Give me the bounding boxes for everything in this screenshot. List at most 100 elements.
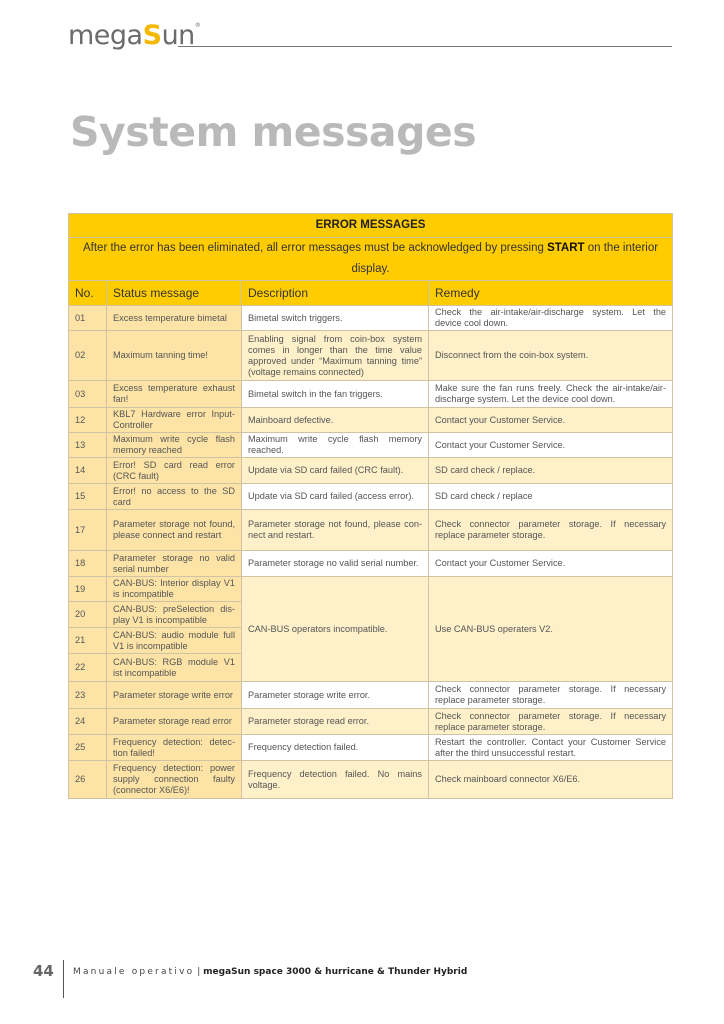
row-description: Parameter storage read error.	[241, 708, 429, 735]
row-remedy: Contact your Customer Service.	[427, 407, 674, 433]
footer-separator: |	[197, 967, 201, 977]
row-description: Bimetal switch triggers.	[241, 305, 429, 331]
row-status-message: Maximum tanning time!	[106, 330, 242, 381]
table-row: 21 CAN-BUS: audio module full V1 is incom…	[68, 627, 673, 654]
row-number: 26	[68, 760, 107, 799]
table-row: 12 KBL7 Hardware error Input-Controller Ma…	[68, 407, 674, 433]
product-name: megaSun space 3000 & hurricane & Thunder…	[203, 967, 468, 977]
row-number: 12	[68, 407, 107, 433]
row-number: 21	[68, 627, 107, 654]
row-remedy: Check connector parameter storage. If ne…	[427, 708, 674, 735]
row-remedy: Check mainboard connector X6/E6.	[427, 760, 674, 799]
footer-text: Manuale operativo | megaSun space 3000 &…	[73, 967, 467, 977]
row-description: Frequency detection failed.	[241, 734, 429, 761]
row-description: Frequency detection failed. No mains vol…	[241, 760, 429, 799]
row-status-message: Error! SD card read error (CRC fault)	[106, 457, 242, 484]
row-remedy: Contact your Customer Service.	[427, 432, 674, 458]
footer-divider	[63, 960, 64, 998]
row-number: 25	[68, 734, 107, 761]
row-description: Parameter storage no valid serial number…	[241, 550, 429, 577]
row-status-message: Parameter storage write error	[106, 681, 242, 709]
table-row: 22 CAN-BUS: RGB module V1 ist incompatibl…	[68, 653, 673, 682]
row-description: CAN-BUS operators incompatible.	[241, 576, 429, 682]
megasun-logo: megaSun®	[68, 20, 201, 51]
row-number: 02	[68, 330, 107, 381]
table-row: 15 Error! no access to the SD card Update …	[68, 483, 674, 510]
table-row: 18 Parameter storage no valid serial numb…	[68, 550, 674, 577]
column-header-remedy: Remedy	[427, 280, 674, 306]
table-row: 01 Excess temperature bimetal Bimetal swit…	[68, 305, 674, 331]
row-status-message: Parameter storage not found, please conn…	[106, 509, 242, 551]
page-title: System messages	[70, 108, 477, 156]
column-header-no: No.	[68, 280, 107, 306]
table-row: 19 CAN-BUS: Interior display V1 is incomp…	[68, 576, 674, 682]
row-remedy: SD card check / replace.	[427, 457, 674, 484]
row-number: 22	[68, 653, 107, 682]
table-row: 13 Maximum write cycle flash memory reach…	[68, 432, 674, 458]
table-row: 14 Error! SD card read error (CRC fault) U…	[68, 457, 674, 484]
table-row: 24 Parameter storage read error Parameter …	[68, 708, 674, 735]
table-row: 03 Excess temperature exhaust fan! Bimetal…	[68, 380, 674, 408]
error-messages-table: ERROR MESSAGES After the error has been …	[67, 213, 674, 799]
row-remedy: Check the air-intake/air-discharge syste…	[427, 305, 674, 331]
row-number: 03	[68, 380, 107, 408]
note-text: After the error has been eliminated, all…	[82, 242, 548, 254]
row-description: Bimetal switch in the fan triggers.	[241, 380, 429, 408]
manual-label: Manuale operativo	[73, 967, 195, 977]
page-number: 44	[33, 962, 54, 980]
row-number: 23	[68, 681, 107, 709]
row-remedy: Check connector parameter storage. If ne…	[427, 681, 674, 709]
row-status-message: CAN-BUS: preSelection dis-play V1 is inc…	[106, 601, 242, 628]
row-status-message: Parameter storage read error	[106, 708, 242, 735]
column-header-description: Description	[241, 280, 429, 306]
table-note: After the error has been eliminated, all…	[67, 237, 674, 281]
row-description: Parameter storage write error.	[241, 681, 429, 709]
row-status-message: Parameter storage no valid serial number	[106, 550, 242, 577]
row-remedy: Disconnect from the coin-box system.	[427, 330, 674, 381]
row-remedy: Make sure the fan runs freely. Check the…	[427, 380, 674, 408]
row-status-message: Excess temperature bimetal	[106, 305, 242, 331]
row-status-message: CAN-BUS: audio module full V1 is incompa…	[106, 627, 242, 654]
row-status-message: Maximum write cycle flash memory reached	[106, 432, 242, 458]
row-status-message: CAN-BUS: Interior display V1 is incompat…	[106, 576, 242, 602]
header-rule	[178, 46, 672, 47]
row-remedy: Restart the controller. Contact your Cus…	[427, 734, 674, 761]
row-description: Update via SD card failed (access error)…	[241, 483, 429, 510]
row-number: 24	[68, 708, 107, 735]
table-title: ERROR MESSAGES	[67, 213, 674, 238]
row-description: Mainboard defective.	[241, 407, 429, 433]
row-number: 15	[68, 483, 107, 510]
row-status-message: Excess temperature exhaust fan!	[106, 380, 242, 408]
row-remedy: Use CAN-BUS operaters V2.	[427, 576, 674, 682]
row-description: Maximum write cycle flash memory reached…	[241, 432, 429, 458]
registered-mark: ®	[194, 22, 201, 29]
logo-text-suffix: un	[161, 20, 196, 51]
note-text-end: on the interior display.	[351, 242, 659, 275]
table-row: 26 Frequency detection: power supply conn…	[68, 760, 674, 799]
row-status-message: CAN-BUS: RGB module V1 ist incompatible	[106, 653, 242, 682]
row-remedy: SD card check / replace	[427, 483, 674, 510]
row-status-message: Frequency detection: power supply connec…	[106, 760, 242, 799]
row-number: 13	[68, 432, 107, 458]
logo-s: S	[142, 20, 162, 51]
row-status-message: Error! no access to the SD card	[106, 483, 242, 510]
row-description: Update via SD card failed (CRC fault).	[241, 457, 429, 484]
table-row: 23 Parameter storage write error Parameter…	[68, 681, 674, 709]
table-row: 25 Frequency detection: detec-tion failed…	[68, 734, 674, 761]
table-row: 17 Parameter storage not found, please co…	[68, 509, 674, 551]
row-description: Enabling signal from coin-box system com…	[241, 330, 429, 381]
row-number: 01	[68, 305, 107, 331]
row-number: 14	[68, 457, 107, 484]
row-number: 19	[68, 576, 107, 602]
row-status-message: KBL7 Hardware error Input-Controller	[106, 407, 242, 433]
row-description: Parameter storage not found, please con-…	[241, 509, 429, 551]
row-number: 20	[68, 601, 107, 628]
row-number: 18	[68, 550, 107, 577]
row-remedy: Check connector parameter storage. If ne…	[427, 509, 674, 551]
logo-text: mega	[68, 20, 143, 51]
row-remedy: Contact your Customer Service.	[427, 550, 674, 577]
row-number: 17	[68, 509, 107, 551]
column-header-status: Status message	[106, 280, 242, 306]
table-row: 02 Maximum tanning time! Enabling signal f…	[68, 330, 674, 381]
note-start-keyword: START	[547, 242, 585, 254]
